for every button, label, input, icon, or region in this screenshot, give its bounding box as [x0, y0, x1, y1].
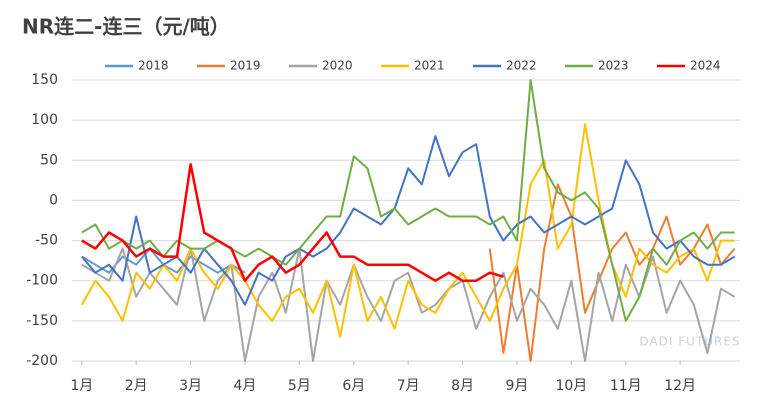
legend-label: 2023	[598, 59, 629, 73]
x-tick-label: 7月	[397, 378, 420, 394]
x-tick-label: 2月	[125, 378, 148, 394]
chart-title: NR连二-连三（元/吨）	[22, 15, 230, 39]
legend-label: 2019	[230, 59, 261, 73]
y-tick-label: 0	[49, 192, 58, 208]
x-tick-label: 12月	[664, 378, 696, 394]
y-tick-label: 150	[31, 72, 58, 88]
legend-label: 2020	[322, 59, 353, 73]
watermark: DADI FUTURES	[639, 335, 740, 349]
y-tick-label: -200	[26, 353, 58, 369]
y-tick-label: -150	[26, 313, 58, 329]
x-tick-label: 9月	[506, 378, 529, 394]
legend-label: 2018	[138, 59, 169, 73]
x-tick-label: 10月	[555, 378, 587, 394]
legend-label: 2024	[690, 59, 721, 73]
x-tick-label: 8月	[451, 378, 474, 394]
x-tick-label: 5月	[288, 378, 311, 394]
x-tick-label: 3月	[179, 378, 202, 394]
legend-label: 2022	[506, 59, 537, 73]
y-tick-label: -50	[35, 233, 58, 249]
y-tick-label: -100	[26, 273, 58, 289]
series-line	[81, 135, 736, 306]
y-tick-label: 50	[40, 152, 58, 168]
x-tick-label: 11月	[610, 378, 642, 394]
legend-label: 2021	[414, 59, 445, 73]
series-line	[81, 79, 735, 322]
series-line	[81, 163, 504, 282]
x-tick-label: 6月	[342, 378, 365, 394]
y-tick-label: 100	[31, 112, 58, 128]
x-tick-label: 4月	[234, 378, 257, 394]
x-tick-label: 1月	[70, 378, 93, 394]
legend: 2018 2019 2020 2021 2022 2023 2024	[105, 59, 721, 73]
